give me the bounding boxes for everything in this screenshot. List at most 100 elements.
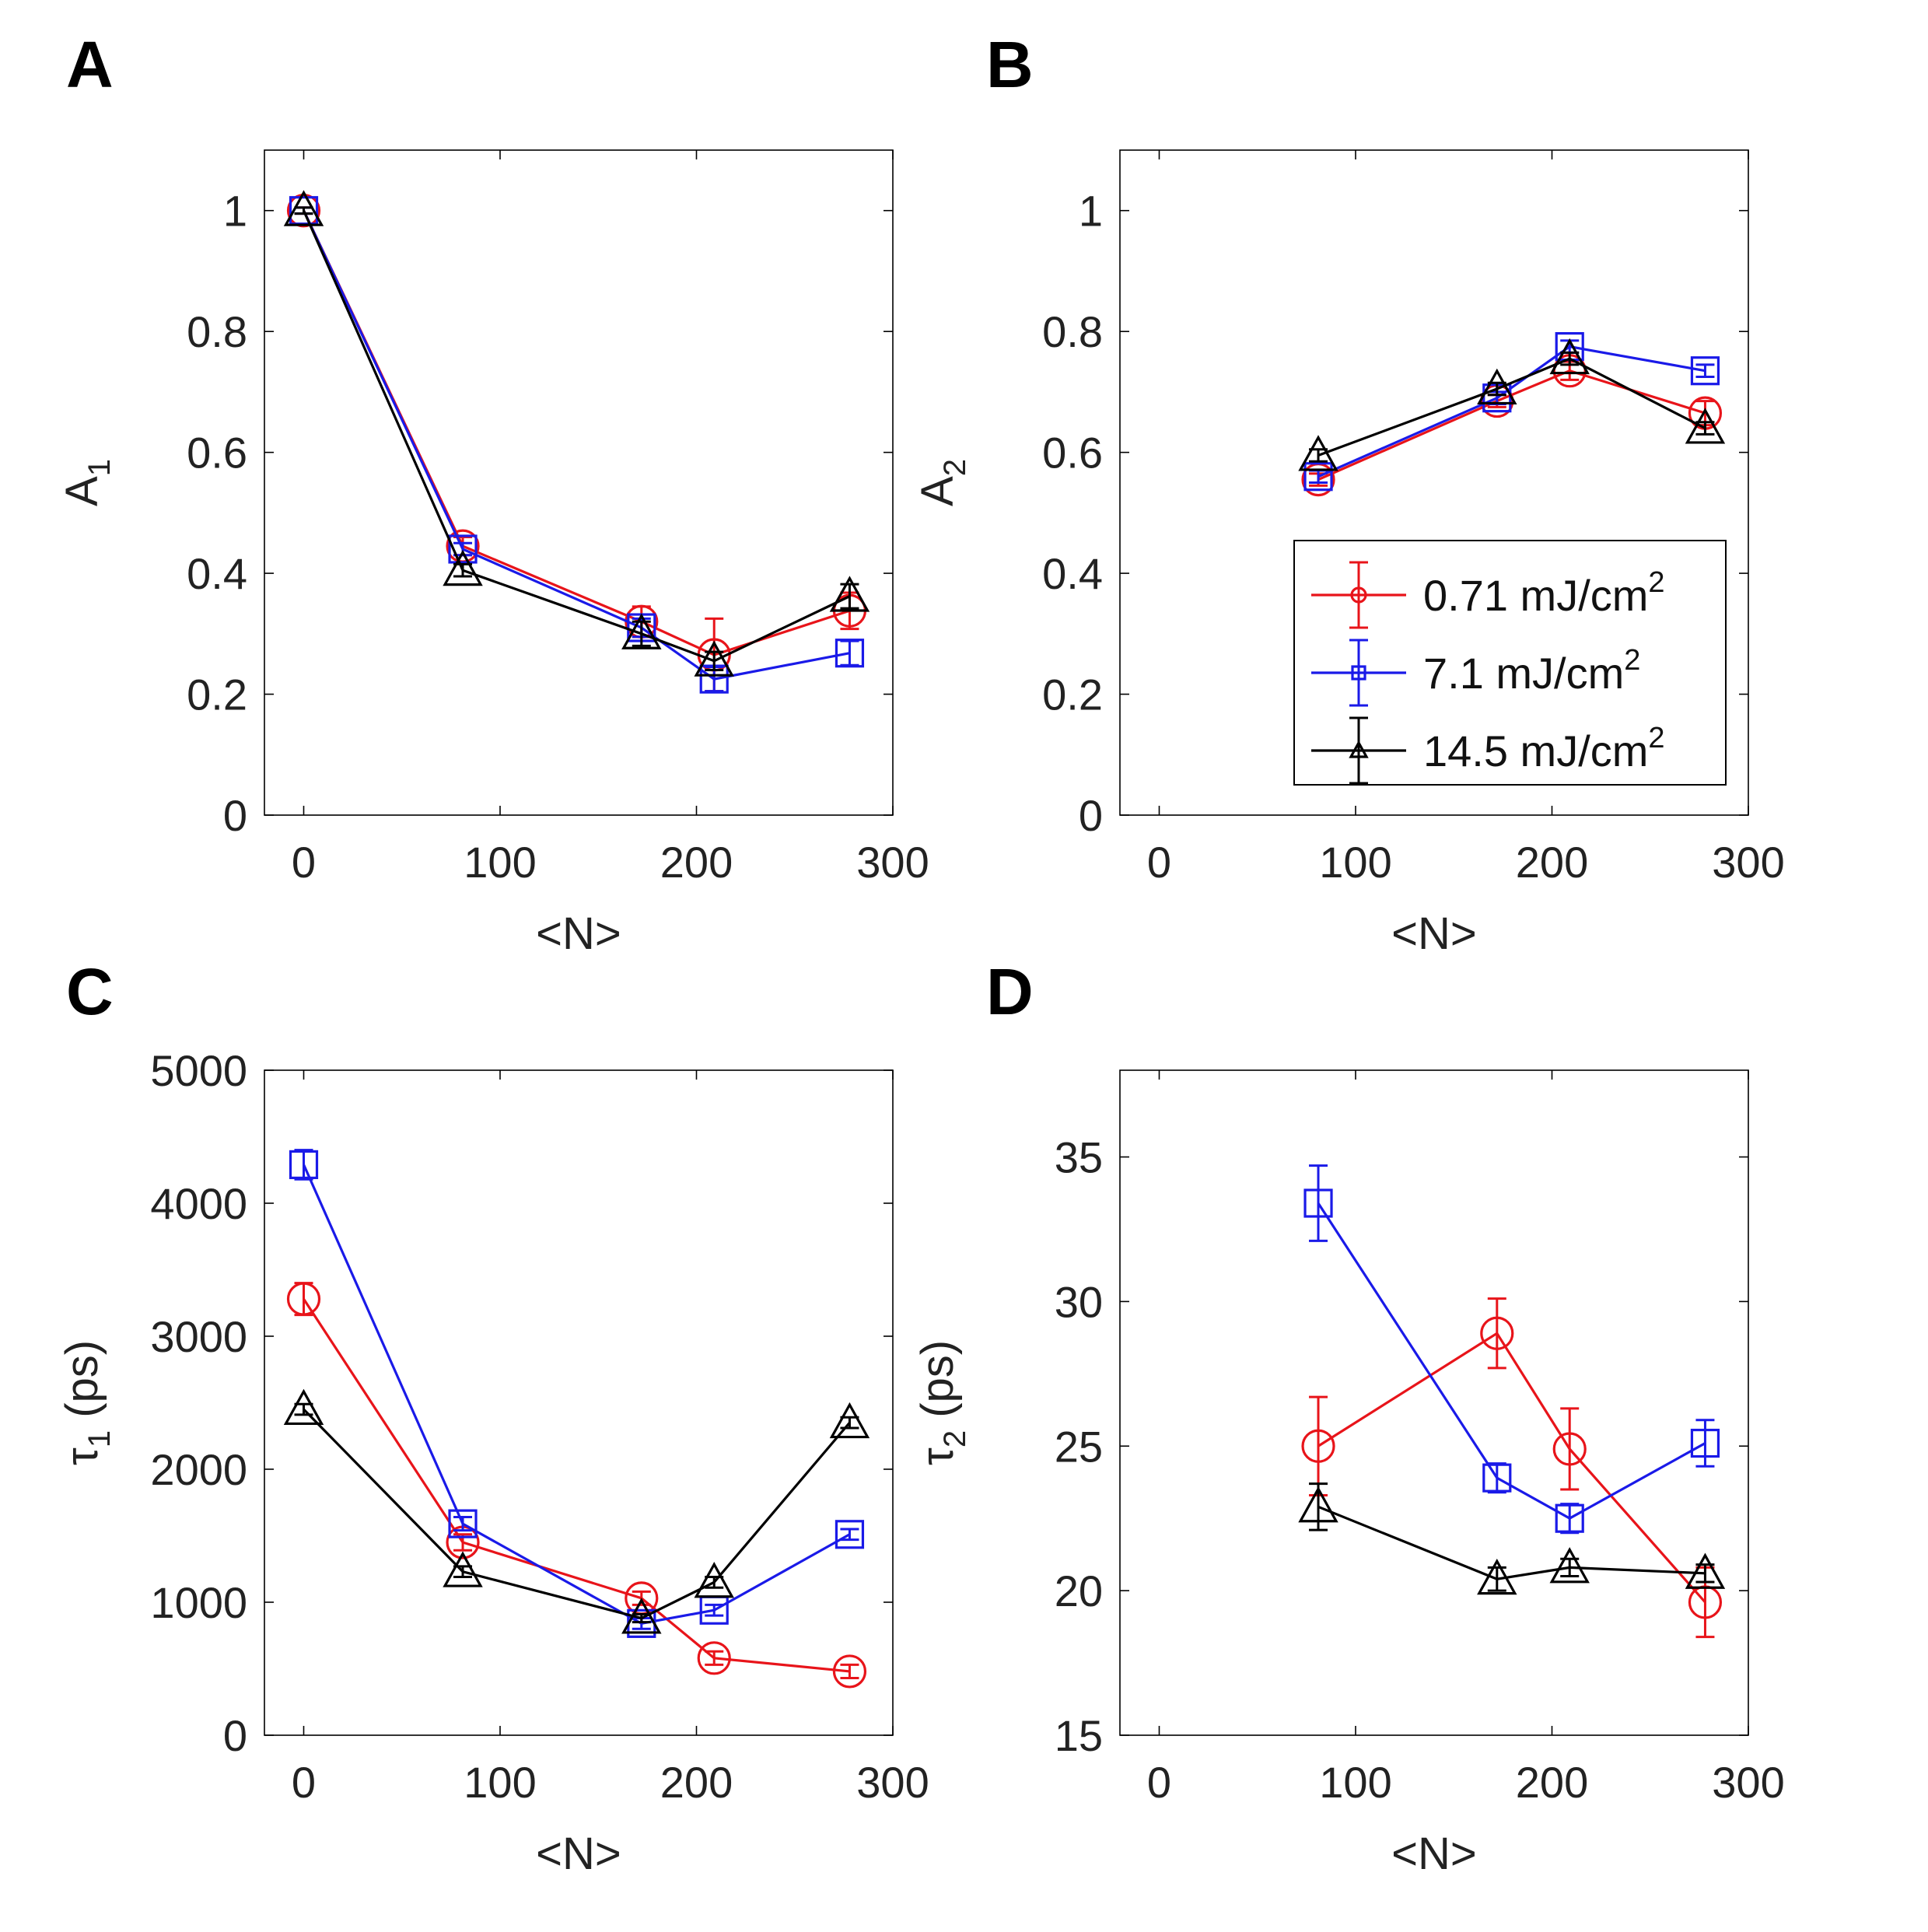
data-point-square (1303, 462, 1333, 492)
series-circle (286, 1282, 867, 1689)
y-tick-label: 1000 (150, 1578, 247, 1627)
plot-area (1119, 1069, 1749, 1736)
data-point-square (1482, 1463, 1512, 1493)
x-tick-label: 300 (1712, 838, 1784, 887)
series-line (1317, 1202, 1706, 1521)
data-point-triangle (1477, 1558, 1517, 1595)
y-axis-label: τ1 (ps) (57, 1340, 117, 1465)
x-tick-label: 0 (292, 1758, 316, 1807)
y-tick-label: 15 (1055, 1711, 1103, 1760)
legend-box (1293, 540, 1727, 786)
series-line (1317, 1505, 1706, 1580)
series-circle (286, 194, 867, 693)
legend-entry-mid-fluence: 7.1 mJ/cm2 (1423, 644, 1640, 698)
x-tick-label: 200 (660, 838, 733, 887)
series-square (289, 1149, 865, 1638)
error-bar (1560, 1503, 1580, 1535)
series-line (1317, 345, 1706, 478)
data-point-triangle (621, 613, 662, 649)
error-bar (1487, 1297, 1506, 1370)
series-square (1303, 1164, 1720, 1535)
data-point-triangle (1685, 1552, 1726, 1589)
x-tick-label: 100 (1319, 838, 1391, 887)
y-tick-label: 20 (1055, 1566, 1103, 1615)
series-square (289, 196, 865, 694)
data-point-square (835, 639, 865, 668)
data-point-square (1690, 356, 1720, 386)
data-point-square (448, 534, 478, 564)
data-point-triangle (829, 1402, 870, 1439)
y-tick-label: 0.4 (187, 549, 247, 598)
data-point-square (289, 1150, 319, 1180)
data-point-circle (1301, 1429, 1335, 1463)
data-point-circle (697, 1641, 731, 1675)
data-point-circle (286, 1282, 321, 1316)
legend-samples (1311, 561, 1406, 785)
series-line (303, 210, 850, 681)
y-tick-label: 0.4 (1042, 549, 1103, 598)
legend-label: 14.5 mJ/cm2 (1423, 722, 1665, 775)
legend-label: 7.1 mJ/cm2 (1423, 644, 1640, 698)
y-tick-label: 2000 (150, 1445, 247, 1494)
panel-letter-b: B (986, 28, 1034, 101)
legend-entry-high-fluence: 14.5 mJ/cm2 (1423, 722, 1665, 775)
x-tick-label: 100 (464, 1758, 536, 1807)
y-tick-label: 1 (1079, 187, 1103, 236)
error-bar (840, 583, 859, 610)
data-point-triangle (283, 190, 324, 226)
x-tick-label: 200 (1516, 1758, 1588, 1807)
y-axis-label: A2 (912, 459, 972, 506)
error-bar (632, 620, 651, 647)
data-point-triangle (1298, 1486, 1338, 1523)
y-tick-label: 0.8 (1042, 307, 1103, 356)
data-point-circle (1552, 1432, 1587, 1466)
error-bar (1560, 1407, 1580, 1491)
data-point-square (1303, 1188, 1333, 1218)
series-triangle (1298, 1482, 1726, 1595)
error-bar (1695, 1419, 1715, 1468)
plot-area (264, 149, 894, 816)
x-axis-label: <N> (1391, 1829, 1477, 1879)
data-point-triangle (283, 1388, 324, 1426)
y-tick-label: 0 (1079, 791, 1103, 840)
data-point-triangle (694, 1562, 734, 1598)
x-tick-label: 100 (1319, 1758, 1391, 1807)
series-triangle (1298, 338, 1726, 471)
data-point-triangle (621, 1598, 662, 1634)
series-line (1317, 1332, 1706, 1604)
y-tick-label: 0.6 (187, 429, 247, 478)
data-point-circle (832, 1654, 867, 1689)
x-tick-label: 100 (464, 838, 536, 887)
data-point-triangle (443, 1551, 483, 1587)
data-point-triangle (1298, 435, 1338, 471)
series-line (303, 210, 850, 656)
panel-b-plot: 0 100 200 300 0 0.2 0.4 0.6 0.8 1 <N> A2 (912, 149, 1785, 959)
series-line (1317, 369, 1706, 481)
error-bar (1309, 1164, 1328, 1242)
error-bar (294, 206, 313, 215)
y-tick-label: 5000 (150, 1046, 247, 1095)
series-circle (1301, 354, 1723, 497)
series-triangle (283, 190, 870, 677)
data-point-circle (1480, 1316, 1514, 1350)
error-bar (632, 1612, 651, 1624)
data-point-triangle (1549, 338, 1590, 375)
y-axis-label: A1 (57, 459, 117, 506)
data-point-triangle (443, 549, 483, 586)
y-tick-label: 1 (223, 187, 247, 236)
x-axis-label: <N> (536, 1829, 621, 1879)
y-axis-label: τ2 (ps) (912, 1340, 972, 1465)
legend-marker-square (1351, 665, 1366, 681)
data-point-triangle (1685, 408, 1726, 444)
series-line (303, 1164, 851, 1626)
panel-letter-c: C (66, 955, 114, 1028)
y-tick-label: 30 (1055, 1277, 1103, 1326)
data-point-triangle (694, 640, 734, 677)
x-axis-label: <N> (1391, 908, 1477, 959)
x-tick-label: 200 (660, 1758, 733, 1807)
legend: 0.71 mJ/cm2 7.1 mJ/cm2 14.5 mJ/cm2 (1293, 540, 1727, 786)
legend-entry-low-fluence: 0.71 mJ/cm2 (1423, 566, 1665, 620)
error-bar (840, 1528, 859, 1542)
